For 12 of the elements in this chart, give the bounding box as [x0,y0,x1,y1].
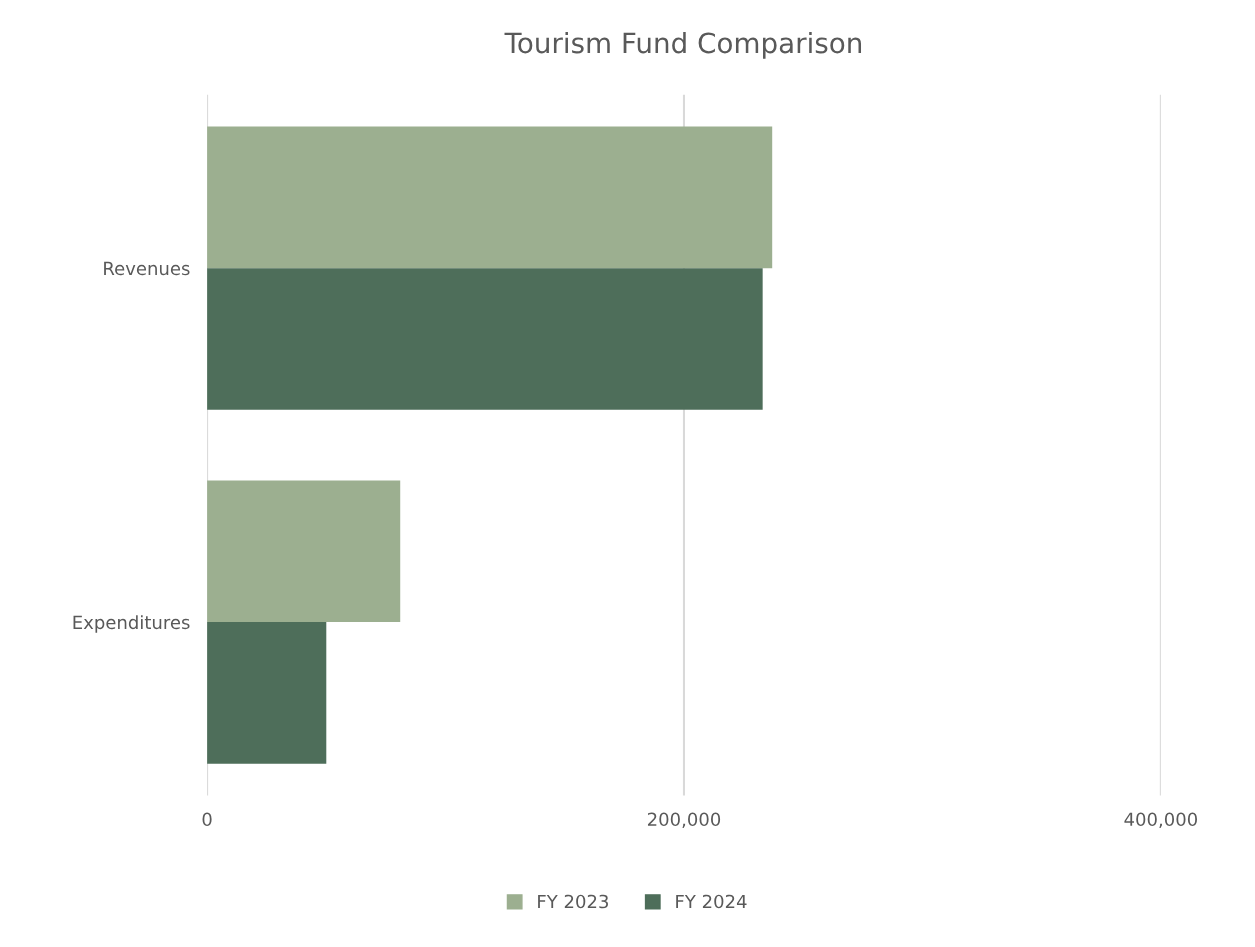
bar [207,480,401,623]
bar [207,268,763,410]
bar [207,622,327,764]
y-tick-label: Expenditures [73,615,190,633]
x-tick-label: 200,000 [647,812,721,828]
x-tick-label: 400,000 [1124,812,1198,828]
y-tick-label: Revenues [104,261,190,276]
legend-label: FY 2023 [538,894,608,909]
bar [207,126,773,269]
chart-title: Tourism Fund Comparison [504,31,862,59]
x-tick-label: 0 [202,812,212,827]
legend-label: FY 2024 [676,894,747,909]
